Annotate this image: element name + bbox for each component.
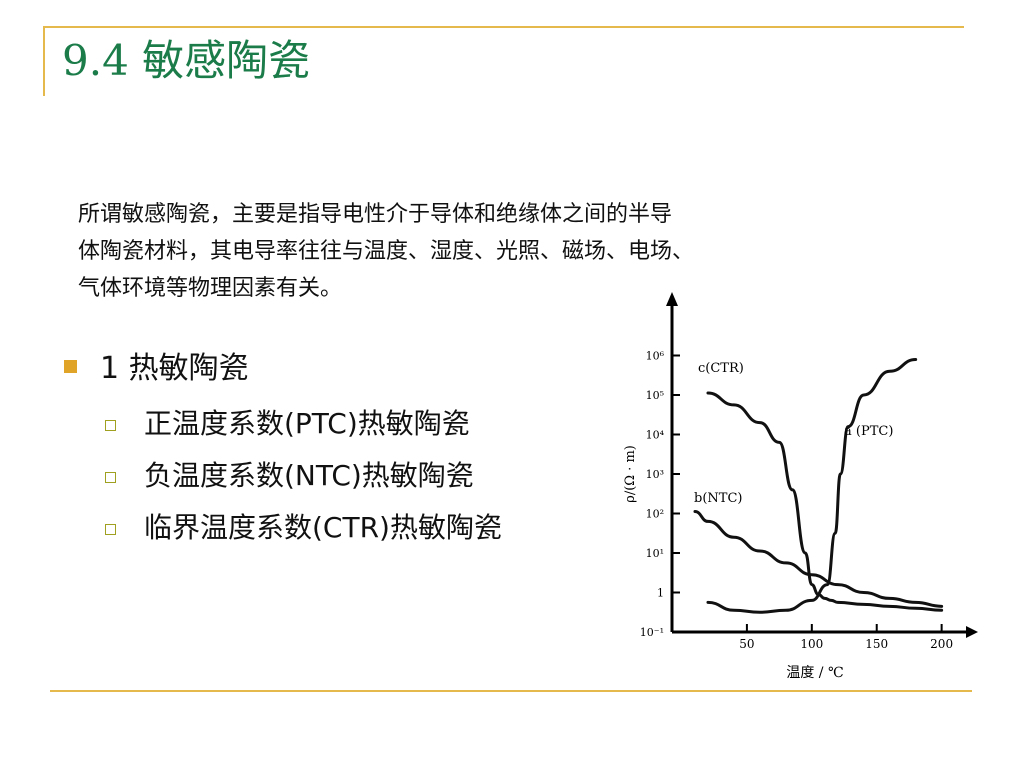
footer-rule [50,690,972,692]
header-rule [43,26,964,28]
hollow-square-bullet-icon [105,524,116,535]
series-label-ptc: a (PTC) [844,424,893,439]
y-axis-ticks: 10⁻¹ 1 10¹ 10² 10³ 10⁴ 10⁵ 10⁶ [640,350,680,639]
y-tick-label: 10⁻¹ [640,626,664,639]
series-label-ctr: c(CTR) [698,361,744,376]
y-tick-label: 10¹ [646,547,664,560]
resistivity-temperature-chart: 10⁻¹ 1 10¹ 10² 10³ 10⁴ 10⁵ 10⁶ 50 100 150 200 c(CT… [623,292,978,681]
x-axis-arrow-icon [966,626,978,638]
y-tick-label: 10³ [646,468,664,481]
hollow-square-bullet-icon [105,420,116,431]
sub-bullet-ntc: 负温度系数(NTC)热敏陶瓷 [144,459,474,492]
chart-axes [666,292,978,638]
intro-line: 气体环境等物理因素有关。 [78,276,343,301]
y-tick-label: 10² [646,508,664,521]
bullet-thermistor-ceramics: 1 热敏陶瓷 [100,351,249,386]
y-axis-arrow-icon [666,292,678,306]
header-side-rule [43,26,45,96]
series-label-ntc: b(NTC) [694,491,742,506]
series-line-3 [706,357,918,614]
y-tick-label: 10⁶ [646,350,665,363]
square-bullet-icon [64,360,77,373]
sub-bullet-ctr: 临界温度系数(CTR)热敏陶瓷 [144,511,502,544]
chart-labels: c(CTR) b(NTC) a (PTC) ρ/(Ω · m) 温度 / ℃ [623,361,893,681]
y-axis-label: ρ/(Ω · m) [623,445,638,503]
intro-line: 所谓敏感陶瓷，主要是指导电性介于导体和绝缘体之间的半导 [78,202,673,227]
series-line-2 [693,510,944,608]
series-line-1 [706,391,944,612]
x-tick-label: 200 [930,637,953,651]
x-tick-label: 50 [739,637,754,651]
y-tick-label: 1 [657,587,664,600]
intro-line: 体陶瓷材料，其电导率往往与温度、湿度、光照、磁场、电场、 [78,239,695,264]
x-tick-label: 100 [800,637,823,651]
intro-paragraph: 所谓敏感陶瓷，主要是指导电性介于导体和绝缘体之间的半导 体陶瓷材料，其电导率往往… [78,196,958,307]
slide-title: 9.4 敏感陶瓷 [62,36,311,85]
sub-bullet-ptc: 正温度系数(PTC)热敏陶瓷 [144,407,470,440]
x-axis-label: 温度 / ℃ [786,665,843,681]
chart-series [693,357,944,614]
y-tick-label: 10⁴ [646,429,665,442]
x-tick-label: 150 [865,637,888,651]
y-tick-label: 10⁵ [646,389,664,402]
hollow-square-bullet-icon [105,472,116,483]
x-axis-ticks: 50 100 150 200 [739,624,953,651]
